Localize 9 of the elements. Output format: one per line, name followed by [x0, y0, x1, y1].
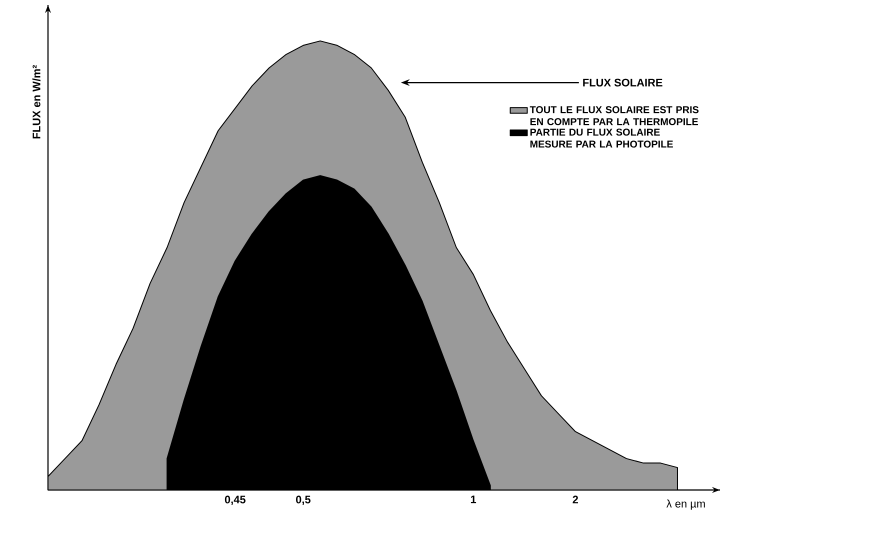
y-axis-title: FLUX en W/m² [32, 65, 40, 138]
annotation: FLUX SOLAIRE [583, 78, 662, 86]
x-tick-label: 2 [572, 496, 578, 504]
legend-label: TOUT LE FLUX SOLAIRE EST PRIS EN COMPTE PAR LA THERMOPILE [530, 106, 699, 126]
x-tick-label: 0,5 [296, 496, 310, 505]
x-tick-label: 0,45 [224, 496, 246, 505]
x-axis-title: λ en µm [666, 500, 705, 510]
legend-label: PARTIE DU FLUX SOLAIRE MESURE PAR LA PHOTOPILE [530, 128, 673, 148]
x-tick-label: 1 [470, 496, 476, 504]
